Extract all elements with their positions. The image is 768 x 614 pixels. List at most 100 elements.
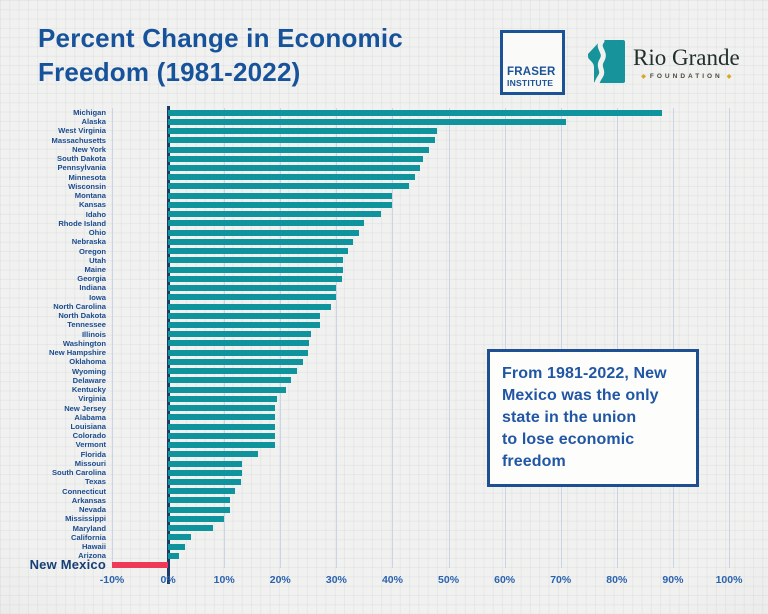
title-line-1: Percent Change in Economic xyxy=(38,23,403,53)
chart-row: Vermont xyxy=(0,440,729,449)
bar-wisconsin xyxy=(168,183,410,190)
chart-row: Minnesota xyxy=(0,173,729,182)
bar-track xyxy=(112,256,729,265)
chart-row: Utah xyxy=(0,256,729,265)
state-label: Delaware xyxy=(72,375,106,385)
foundation-subtitle: ◆ FOUNDATION ◆ xyxy=(633,73,740,80)
bar-track xyxy=(112,533,729,542)
state-label: West Virginia xyxy=(58,126,106,136)
gridline xyxy=(729,108,730,568)
state-label: Wisconsin xyxy=(68,181,106,191)
chart-row: Georgia xyxy=(0,274,729,283)
x-tick-label: 40% xyxy=(381,574,403,586)
bar-track xyxy=(112,551,729,560)
chart-row: New Mexico xyxy=(0,558,729,572)
bar-kansas xyxy=(168,201,393,208)
bar-hawaii xyxy=(168,543,185,550)
callout-text-line: state in the union xyxy=(502,408,637,426)
chart-row: Nevada xyxy=(0,505,729,514)
fraser-institute-logo: FRASER INSTITUTE xyxy=(500,30,565,95)
callout-text-line: From 1981-2022, New xyxy=(502,365,667,382)
x-tick-label: -10% xyxy=(99,574,125,586)
bar-track xyxy=(112,182,729,191)
chart-row: Oregon xyxy=(0,247,729,256)
bar-track xyxy=(112,274,729,283)
x-tick-label: 100% xyxy=(715,574,743,586)
bar-illinois xyxy=(168,331,311,338)
bar-ohio xyxy=(168,229,359,236)
bar-kentucky xyxy=(168,386,286,393)
chart-row: Florida xyxy=(0,450,729,459)
bar-track xyxy=(112,173,729,182)
state-label: Nevada xyxy=(78,505,106,515)
state-label: Nebraska xyxy=(71,237,106,247)
state-label: Alaska xyxy=(81,117,107,127)
bar-idaho xyxy=(168,211,382,218)
x-tick-label: 20% xyxy=(269,574,291,586)
state-label: Illinois xyxy=(81,329,106,339)
bar-track xyxy=(112,136,729,145)
bar-new-jersey xyxy=(168,405,275,412)
bar-alabama xyxy=(168,414,275,421)
bar-track xyxy=(112,302,729,311)
gold-diamond-icon: ◆ xyxy=(726,73,732,80)
chart-row: North Dakota xyxy=(0,311,729,320)
chart-row: Kansas xyxy=(0,200,729,209)
bar-track xyxy=(112,154,729,163)
bar-track xyxy=(112,200,729,209)
state-label: Colorado xyxy=(72,431,106,441)
state-label: Kentucky xyxy=(71,385,106,395)
chart-row: Pennsylvania xyxy=(0,163,729,172)
title-line-2: Freedom (1981-2022) xyxy=(38,56,301,87)
bar-michigan xyxy=(168,109,662,116)
x-tick-label: 10% xyxy=(213,574,235,586)
chart-row: Wyoming xyxy=(0,367,729,376)
state-label: Maryland xyxy=(72,523,106,533)
rio-grande-logo-text: Rio Grande ◆ FOUNDATION ◆ xyxy=(633,46,740,80)
state-label: Arizona xyxy=(78,551,106,561)
state-label: New York xyxy=(72,144,106,154)
bar-track xyxy=(112,477,729,486)
chart-row: New Jersey xyxy=(0,404,729,413)
state-label: Tennessee xyxy=(67,320,106,330)
chart-row: Connecticut xyxy=(0,487,729,496)
chart-row: West Virginia xyxy=(0,126,729,135)
gridline xyxy=(280,108,282,568)
bar-virginia xyxy=(168,395,278,402)
gridline xyxy=(504,108,506,568)
chart-row: Washington xyxy=(0,339,729,348)
bar-track xyxy=(112,560,729,569)
bar-iowa xyxy=(168,294,336,301)
callout-text-line: to lose economic xyxy=(502,430,635,448)
bar-track xyxy=(112,247,729,256)
state-label: Ohio xyxy=(88,228,106,238)
bar-maine xyxy=(168,266,343,273)
bar-track xyxy=(112,339,729,348)
bar-track xyxy=(112,320,729,329)
gridline xyxy=(224,108,226,568)
chart-row: South Carolina xyxy=(0,468,729,477)
state-label: New Jersey xyxy=(64,403,106,413)
bar-utah xyxy=(168,257,344,264)
state-label: Mississippi xyxy=(65,514,106,524)
state-label: Texas xyxy=(85,477,106,487)
gridline xyxy=(336,108,338,568)
chart-row: Louisiana xyxy=(0,422,729,431)
chart-row: North Carolina xyxy=(0,302,729,311)
bar-north-carolina xyxy=(168,303,331,310)
bar-track xyxy=(112,210,729,219)
bar-track xyxy=(112,505,729,514)
chart-row: Alabama xyxy=(0,413,729,422)
bar-florida xyxy=(168,451,258,458)
callout-text-line: Mexico was the only xyxy=(502,386,659,404)
gridline xyxy=(616,108,618,568)
callout-text-line: freedom xyxy=(502,452,566,470)
chart-row: Illinois xyxy=(0,330,729,339)
state-label: Connecticut xyxy=(62,486,106,496)
bar-arizona xyxy=(168,552,180,559)
state-label: Wyoming xyxy=(71,366,106,376)
new-mexico-river-icon xyxy=(588,40,625,85)
chart-row: Colorado xyxy=(0,431,729,440)
bar-nevada xyxy=(168,506,230,513)
